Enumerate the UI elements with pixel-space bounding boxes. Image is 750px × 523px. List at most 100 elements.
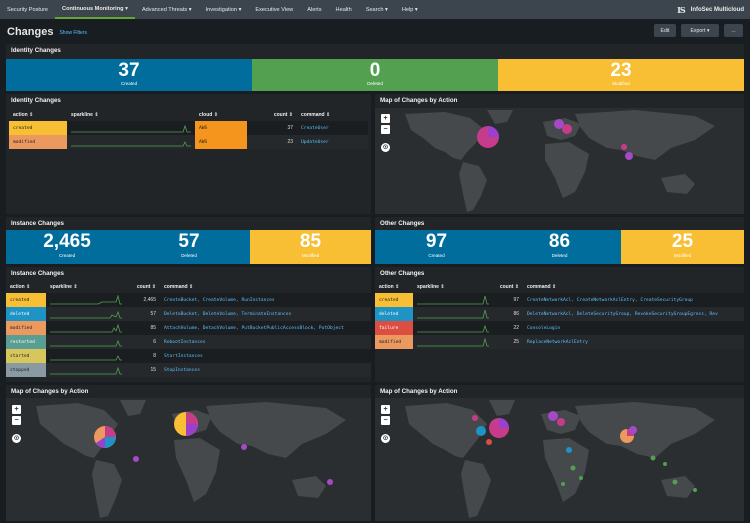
col-count[interactable]: count ⇕ (136, 284, 156, 290)
action-cell[interactable]: created (6, 293, 46, 307)
world-map[interactable]: + − ⊙ (375, 398, 744, 521)
export-button[interactable]: Export ▾ (681, 24, 719, 37)
show-filters-link[interactable]: Show Filters (59, 29, 87, 36)
world-map[interactable]: + − ⊙ (375, 108, 744, 214)
map-marker[interactable] (570, 465, 576, 471)
map-marker[interactable] (476, 426, 486, 436)
action-cell[interactable]: stopped (6, 363, 46, 377)
nav-search[interactable]: Search ▾ (365, 6, 388, 13)
zoom-in-button[interactable]: + (381, 114, 390, 123)
reset-view-button[interactable]: ⊙ (12, 434, 21, 443)
col-command[interactable]: command ⇕ (301, 112, 331, 118)
table-row[interactable]: deleted 57 DeleteBucket, DeleteVolume, Ter… (6, 307, 371, 321)
cloud-cell[interactable]: AWS (195, 135, 247, 149)
nav-investigation[interactable]: Investigation ▾ (205, 6, 242, 13)
table-row[interactable]: modified 85 AttachVolume, DetachVolume, Pu… (6, 321, 371, 335)
table-row[interactable]: modified 25 ReplaceNetworkAclEntry (375, 335, 744, 349)
command-cell[interactable]: StopInstances (160, 363, 371, 377)
count-cell[interactable]: 85 (126, 321, 160, 335)
count-cell[interactable]: 86 (493, 307, 523, 321)
col-cloud[interactable]: cloud ⇕ (199, 112, 218, 118)
map-marker[interactable] (327, 479, 333, 485)
nav-executive-view[interactable]: Executive View (255, 6, 294, 13)
world-map[interactable]: + − ⊙ (6, 398, 371, 521)
col-count[interactable]: count ⇕ (499, 284, 519, 290)
col-count[interactable]: count ⇕ (273, 112, 293, 118)
map-marker[interactable] (548, 411, 558, 421)
count-cell[interactable]: 25 (493, 335, 523, 349)
count-cell[interactable]: 22 (493, 321, 523, 335)
command-cell[interactable]: UpdateUser (297, 135, 368, 149)
map-marker[interactable] (650, 455, 656, 461)
table-row[interactable]: created 97 CreateNetworkAcl, CreateNetwork… (375, 293, 744, 307)
command-cell[interactable]: CreateUser (297, 121, 368, 135)
table-row[interactable]: started 8 StartInstances (6, 349, 371, 363)
command-cell[interactable]: ReplaceNetworkAclEntry (523, 335, 744, 349)
nav-advanced-threats[interactable]: Advanced Threats ▾ (141, 6, 192, 13)
map-marker[interactable] (663, 462, 667, 466)
count-cell[interactable]: 23 (247, 135, 297, 149)
col-action[interactable]: action ⇕ (379, 284, 400, 290)
action-cell[interactable]: failure (375, 321, 413, 335)
cloud-cell[interactable]: AWS (195, 121, 247, 135)
action-cell[interactable]: modified (6, 321, 46, 335)
table-row[interactable]: created AWS 37 CreateUser (9, 121, 368, 135)
zoom-out-button[interactable]: − (381, 125, 390, 134)
command-cell[interactable]: StartInstances (160, 349, 371, 363)
action-cell[interactable]: restarted (6, 335, 46, 349)
command-cell[interactable]: CreateNetworkAcl, CreateNetworkAclEntry,… (523, 293, 744, 307)
col-command[interactable]: command ⇕ (164, 284, 194, 290)
nav-continuous-monitoring[interactable]: Continuous Monitoring ▾ (55, 0, 135, 19)
zoom-in-button[interactable]: + (381, 405, 390, 414)
action-cell[interactable]: created (375, 293, 413, 307)
zoom-in-button[interactable]: + (12, 405, 21, 414)
command-cell[interactable]: DeleteBucket, DeleteVolume, TerminateIns… (160, 307, 371, 321)
map-marker[interactable] (566, 447, 572, 453)
map-marker[interactable] (621, 144, 627, 150)
map-marker[interactable] (629, 426, 637, 434)
map-marker[interactable] (561, 482, 565, 486)
command-cell[interactable]: AttachVolume, DetachVolume, PutBucketPub… (160, 321, 371, 335)
map-marker[interactable] (672, 479, 678, 485)
col-command[interactable]: command ⇕ (527, 284, 557, 290)
count-cell[interactable]: 15 (126, 363, 160, 377)
count-cell[interactable]: 8 (126, 349, 160, 363)
map-marker[interactable] (693, 488, 697, 492)
nav-alerts[interactable]: Alerts (307, 6, 322, 13)
col-sparkline[interactable]: sparkline ⇕ (417, 284, 445, 290)
table-row[interactable]: failure 22 ConsoleLogin (375, 321, 744, 335)
command-cell[interactable]: CreateBucket, CreateVolume, RunInstances (160, 293, 371, 307)
map-marker[interactable] (472, 415, 478, 421)
count-cell[interactable]: 57 (126, 307, 160, 321)
col-sparkline[interactable]: sparkline ⇕ (50, 284, 78, 290)
reset-view-button[interactable]: ⊙ (381, 143, 390, 152)
map-marker[interactable] (241, 444, 247, 450)
command-cell[interactable]: RebootInstances (160, 335, 371, 349)
edit-button[interactable]: Edit (654, 24, 676, 37)
map-marker[interactable] (486, 439, 492, 445)
map-marker[interactable] (557, 418, 565, 426)
table-row[interactable]: deleted 86 DeleteNetworkAcl, DeleteSecurit… (375, 307, 744, 321)
col-action[interactable]: action ⇕ (10, 284, 31, 290)
reset-view-button[interactable]: ⊙ (381, 434, 390, 443)
table-row[interactable]: restarted 6 RebootInstances (6, 335, 371, 349)
map-marker[interactable] (562, 124, 572, 134)
map-marker[interactable] (625, 152, 633, 160)
nav-security-posture[interactable]: Security Posture (7, 6, 49, 13)
col-action[interactable]: action ⇕ (13, 112, 34, 118)
action-cell[interactable]: deleted (6, 307, 46, 321)
count-cell[interactable]: 37 (247, 121, 297, 135)
count-cell[interactable]: 6 (126, 335, 160, 349)
count-cell[interactable]: 97 (493, 293, 523, 307)
table-row[interactable]: modified AWS 23 UpdateUser (9, 135, 368, 149)
map-marker[interactable] (554, 119, 564, 129)
action-cell[interactable]: modified (9, 135, 67, 149)
nav-health[interactable]: Health (335, 6, 352, 13)
col-sparkline[interactable]: sparkline ⇕ (71, 112, 99, 118)
action-cell[interactable]: deleted (375, 307, 413, 321)
map-marker[interactable] (579, 476, 583, 480)
nav-help[interactable]: Help ▾ (401, 6, 418, 13)
command-cell[interactable]: ConsoleLogin (523, 321, 744, 335)
action-cell[interactable]: created (9, 121, 67, 135)
more-button[interactable]: ... (724, 24, 743, 37)
